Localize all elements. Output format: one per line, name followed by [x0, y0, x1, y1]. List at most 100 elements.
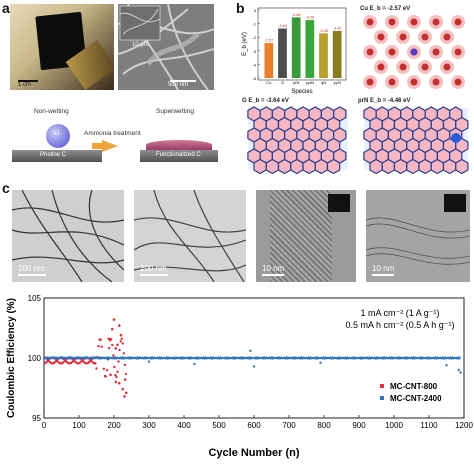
ce-point-800	[114, 347, 118, 350]
ce-point-800	[115, 375, 118, 379]
ce-xtick-label: 900	[352, 421, 366, 430]
legend-marker-800	[380, 384, 384, 388]
ce-point-800	[111, 343, 114, 347]
cu-atom-core	[432, 18, 440, 26]
ce-point-2400	[458, 356, 461, 359]
bar-value-label: -3.64	[278, 24, 287, 28]
sem-scale-label: 500 nm	[168, 82, 189, 88]
treatment-arrow	[102, 140, 118, 152]
ce-xtick-label: 1000	[385, 421, 403, 430]
ce-point-800	[116, 343, 119, 347]
cu-atom-core	[454, 48, 462, 56]
functionalized-substrate	[140, 150, 218, 162]
cu-atom-core	[410, 78, 418, 86]
cu-atom-core	[388, 18, 396, 26]
cu-atom-core	[366, 18, 374, 26]
nonwetting-label: Non-wetting	[34, 108, 69, 115]
ce-point-2400	[319, 361, 322, 364]
ce-annotation-2: 0.5 mA h cm⁻² (0.5 A h g⁻¹)	[345, 320, 454, 330]
hex-ring	[381, 158, 396, 175]
tem-image-3: 10 nm	[256, 190, 356, 282]
spread-droplet	[146, 140, 212, 150]
ce-point-2400	[249, 349, 252, 352]
bar-prN	[291, 17, 301, 78]
tem4-scale-label: 10 nm	[372, 264, 395, 273]
hex-ring	[455, 158, 469, 175]
legend-marker-2400	[380, 396, 384, 400]
ce-point-800	[123, 363, 127, 367]
panel-letter-a: a	[2, 0, 10, 16]
ce-point-800	[124, 391, 128, 395]
ce-point-800	[124, 372, 128, 376]
wetting-schematic: Non-wetting Superwetting Li Ammonia trea…	[6, 108, 218, 170]
cu-atom-core	[388, 48, 396, 56]
cu-atom-core	[377, 63, 385, 71]
ce-point-800	[112, 354, 115, 357]
cu-atom-core	[421, 33, 429, 41]
ce-point-800	[112, 318, 116, 321]
tem1-scale-label: 200 nm	[18, 264, 45, 273]
cu-atom-core	[366, 78, 374, 86]
ce-point-2400	[459, 371, 462, 374]
ce-xtick-label: 700	[282, 421, 296, 430]
sem-fiber-texture	[118, 4, 214, 90]
ce-point-800	[116, 370, 119, 374]
hex-ring	[314, 158, 329, 175]
ce-xtick-label: 600	[247, 421, 261, 430]
bar-ytick-label: -2	[252, 35, 256, 40]
ce-xtick-label: 1100	[420, 421, 438, 430]
ce-point-800	[117, 381, 121, 385]
hex-ring	[418, 158, 432, 175]
bar-value-label: -2.57	[265, 39, 274, 43]
cu-title: Cu E_b = -2.57 eV	[360, 6, 411, 12]
ce-point-800	[120, 337, 123, 341]
sem-inset-scale-label: 10 μm	[132, 42, 149, 48]
bar-category-label: pyN	[334, 80, 341, 85]
ce-point-800	[114, 373, 117, 377]
bar-ytick-label: -5	[252, 76, 256, 81]
bar-category-label: prN	[293, 80, 300, 85]
cu-atom-core	[388, 78, 396, 86]
tem-image-2: 200 nm	[134, 190, 246, 282]
ce-point-800	[54, 360, 57, 363]
cnt-film-photo: 1 cm	[10, 4, 114, 90]
ce-point-800	[117, 324, 121, 327]
ce-point-800	[110, 327, 114, 331]
ce-point-800	[102, 367, 106, 371]
li-label: Li	[54, 130, 60, 137]
bar-category-label: pyrN	[306, 80, 315, 85]
ce-point-2400	[457, 368, 460, 372]
ce-xtick-label: 800	[317, 421, 331, 430]
binding-energy-bar-chart: 0 -1 -2 -3 -4 -5 -2.57 Cu -3.64 G -4.46 prN -4.26 pyr…	[242, 7, 347, 95]
ce-point-800	[119, 333, 123, 337]
ce-ytick-label: 100	[28, 354, 42, 363]
cu-atom-core	[443, 63, 451, 71]
ce-xlabel: Cycle Number (n)	[208, 447, 299, 459]
ce-point-800	[121, 387, 125, 391]
bar-category-label: Cu	[266, 80, 271, 85]
bar-value-label: -3.28	[319, 29, 328, 33]
tem-image-1: 200 nm	[12, 190, 124, 282]
legend-label-2400: MC-CNT-2400	[390, 394, 442, 403]
functionalized-label: Functionalized C	[156, 152, 201, 158]
cu-atom-core	[454, 78, 462, 86]
pristine-substrate	[12, 150, 102, 162]
prn-title: prN E_b = -4.46 eV	[358, 98, 411, 104]
ce-point-800	[104, 375, 108, 378]
bar-value-label: -4.46	[292, 13, 301, 17]
ce-point-800	[107, 346, 111, 350]
bar-G	[278, 28, 287, 78]
bar-ytick-label: -4	[252, 62, 256, 67]
hex-ring	[393, 158, 408, 175]
pristine-label: Pristine C	[40, 152, 67, 158]
tem-fibers-2	[134, 190, 246, 282]
g-structure: G E_b = -3.64 eV	[240, 98, 352, 175]
bar-category-label: G	[281, 80, 284, 85]
bar-category-label: qN	[321, 80, 326, 85]
cu-atom-core	[454, 18, 462, 26]
ce-point-800	[94, 362, 97, 365]
ce-point-800	[110, 338, 113, 341]
bar-value-label: -3.46	[333, 26, 342, 30]
ce-point-800	[97, 345, 100, 348]
fft-inset-4	[444, 194, 466, 212]
